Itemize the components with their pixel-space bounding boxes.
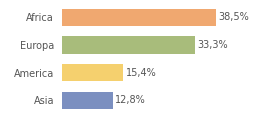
Bar [62, 36, 195, 54]
Text: 12,8%: 12,8% [115, 95, 146, 105]
Text: 33,3%: 33,3% [198, 40, 228, 50]
Bar [62, 64, 123, 81]
Text: 15,4%: 15,4% [126, 68, 157, 78]
Text: 38,5%: 38,5% [219, 12, 249, 22]
Bar [62, 9, 216, 26]
Bar [62, 92, 113, 109]
